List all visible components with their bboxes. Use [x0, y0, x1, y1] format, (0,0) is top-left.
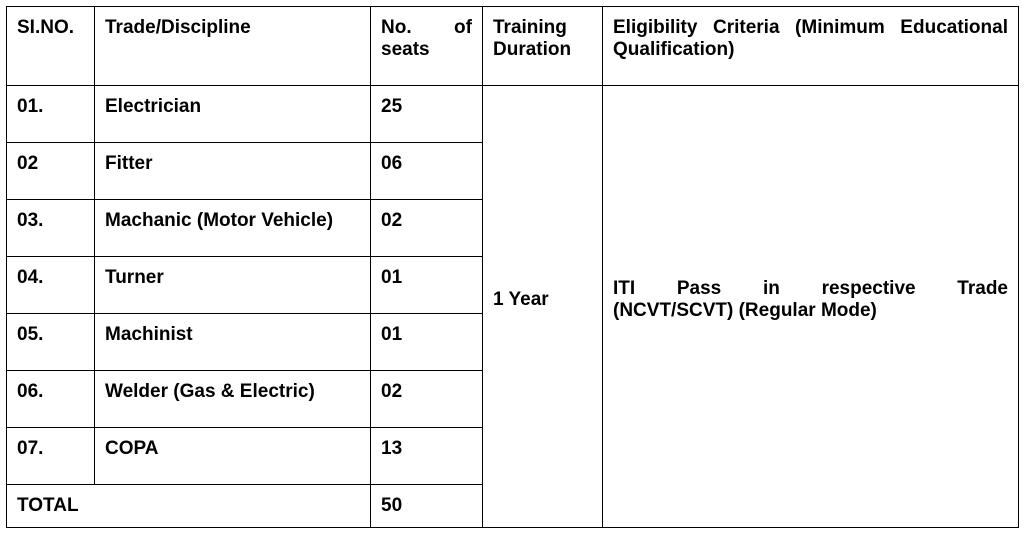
cell-trade: Welder (Gas & Electric) [95, 371, 371, 428]
cell-eligibility: ITI Pass in respective Trade (NCVT/SCVT)… [603, 86, 1019, 528]
cell-slno: 06. [7, 371, 95, 428]
cell-trade: Machinist [95, 314, 371, 371]
cell-seats: 25 [371, 86, 483, 143]
cell-slno: 03. [7, 200, 95, 257]
header-duration: Training Duration [483, 7, 603, 86]
cell-trade: Electrician [95, 86, 371, 143]
header-trade: Trade/Discipline [95, 7, 371, 86]
cell-seats: 02 [371, 200, 483, 257]
cell-duration: 1 Year [483, 86, 603, 528]
eligibility-line1: ITI Pass in respective Trade [613, 278, 1008, 299]
header-eligibility: Eligibility Criteria (Minimum Educationa… [603, 7, 1019, 86]
cell-slno: 01. [7, 86, 95, 143]
cell-seats: 01 [371, 257, 483, 314]
total-label: TOTAL [7, 485, 371, 528]
header-slno: SI.NO. [7, 7, 95, 86]
header-seats: No. of seats [371, 7, 483, 86]
table-row: 01. Electrician 25 1 Year ITI Pass in re… [7, 86, 1019, 143]
cell-slno: 05. [7, 314, 95, 371]
cell-seats: 02 [371, 371, 483, 428]
cell-slno: 02 [7, 143, 95, 200]
eligibility-line2: (NCVT/SCVT) (Regular Mode) [613, 300, 1008, 322]
trades-table: SI.NO. Trade/Discipline No. of seats Tra… [6, 6, 1019, 528]
cell-seats: 13 [371, 428, 483, 485]
cell-seats: 06 [371, 143, 483, 200]
cell-seats: 01 [371, 314, 483, 371]
cell-trade: COPA [95, 428, 371, 485]
cell-slno: 04. [7, 257, 95, 314]
total-seats: 50 [371, 485, 483, 528]
cell-slno: 07. [7, 428, 95, 485]
header-row: SI.NO. Trade/Discipline No. of seats Tra… [7, 7, 1019, 86]
cell-trade: Turner [95, 257, 371, 314]
cell-trade: Fitter [95, 143, 371, 200]
cell-trade: Machanic (Motor Vehicle) [95, 200, 371, 257]
